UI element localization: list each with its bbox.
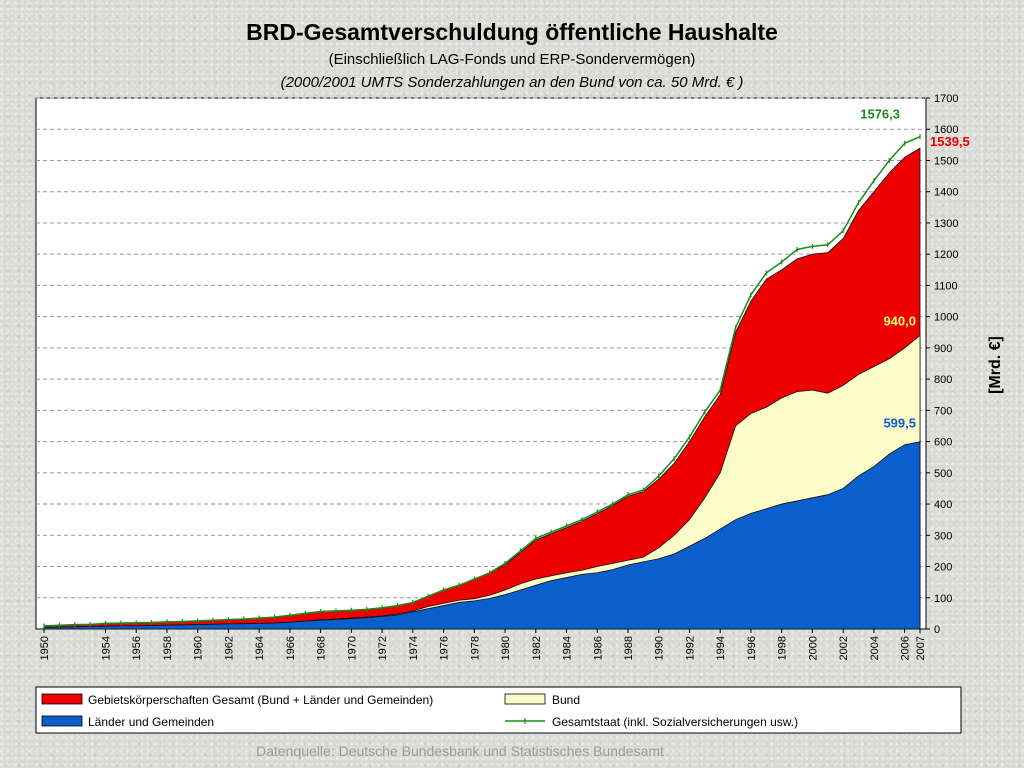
y-tick-label: 1400 [934, 187, 958, 199]
legend: Gebietskörperschaften Gesamt (Bund + Län… [35, 686, 962, 734]
y-tick-label: 900 [934, 343, 952, 355]
chart-line [43, 134, 921, 629]
y-tick-label: 100 [934, 593, 952, 605]
chart-subtitle: (Einschließlich LAG-Fonds und ERP-Sonder… [329, 51, 696, 68]
y-tick-label: 200 [934, 562, 952, 574]
x-tick-label: 2000 [807, 636, 819, 660]
x-tick-label: 1964 [254, 636, 266, 660]
y-tick-label: 500 [934, 468, 952, 480]
x-tick-label: 1986 [592, 636, 604, 660]
legend-swatch-bund [504, 693, 546, 705]
data-label: 940,0 [883, 313, 916, 328]
legend-label: Gesamtstaat (inkl. Sozialversicherungen … [552, 715, 798, 729]
x-tick-label: 1988 [623, 636, 635, 660]
x-tick-label: 1950 [39, 636, 51, 660]
x-tick-label: 1992 [684, 636, 696, 660]
y-axis-ticks: 0 100 200 300 400 500 600 700 800 900 1000 1100 1200… [926, 93, 958, 636]
y-tick-label: 300 [934, 530, 952, 542]
x-tick-label: 1978 [469, 636, 481, 660]
x-tick-label: 1966 [285, 636, 297, 660]
chart-subtitle-2: (2000/2001 UMTS Sonderzahlungen an den B… [281, 74, 744, 91]
y-axis-label: [Mrd. €] [987, 336, 1004, 394]
x-tick-label: 1984 [562, 636, 574, 660]
x-tick-label: 1954 [100, 636, 112, 660]
y-tick-label: 800 [934, 374, 952, 386]
x-tick-label: 1974 [408, 636, 420, 660]
data-labels: 1576,3 1539,5 940,0 599,5 [860, 107, 970, 431]
y-tick-label: 1600 [934, 124, 958, 136]
x-tick-label: 1958 [162, 636, 174, 660]
x-tick-label: 1996 [746, 636, 758, 660]
area-laender-gemeinden [43, 441, 921, 630]
x-tick-label: 1972 [377, 636, 389, 660]
x-tick-label: 2006 [900, 636, 912, 660]
source-note: Datenquelle: Deutsche Bundesbank und Sta… [256, 743, 664, 759]
x-tick-label: 2007 [915, 636, 927, 660]
x-tick-label: 1982 [531, 636, 543, 660]
y-tick-label: 1000 [934, 312, 958, 324]
y-tick-label: 1500 [934, 155, 958, 167]
y-tick-label: 700 [934, 405, 952, 417]
y-tick-label: 1300 [934, 218, 958, 230]
chart-title: BRD-Gesamtverschuldung öffentliche Haush… [246, 19, 778, 45]
legend-label: Bund [552, 693, 580, 707]
x-tick-label: 2004 [869, 636, 881, 660]
y-tick-label: 1100 [934, 280, 958, 292]
x-tick-label: 1968 [316, 636, 328, 660]
x-tick-label: 1962 [223, 636, 235, 660]
y-tick-label: 1700 [934, 93, 958, 105]
x-tick-label: 1990 [654, 636, 666, 660]
y-tick-label: 400 [934, 499, 952, 511]
x-tick-label: 1960 [193, 636, 205, 660]
x-tick-label: 1976 [439, 636, 451, 660]
data-label: 1539,5 [930, 134, 970, 149]
x-tick-label: 1980 [500, 636, 512, 660]
x-tick-label: 2002 [838, 636, 850, 660]
data-label: 599,5 [883, 416, 916, 431]
x-tick-label: 1956 [131, 636, 143, 660]
y-tick-label: 0 [934, 624, 940, 636]
x-axis-ticks: 1950 1954 1956 1958 1960 1962 1964 1966 1968 1970… [39, 629, 927, 660]
data-label: 1576,3 [860, 107, 900, 122]
y-tick-label: 600 [934, 437, 952, 449]
x-tick-label: 1994 [715, 636, 727, 660]
gridlines [36, 97, 926, 599]
legend-swatch-laender [41, 715, 83, 727]
legend-label: Länder und Gemeinden [88, 715, 214, 729]
x-tick-label: 1998 [777, 636, 789, 660]
y-tick-label: 1200 [934, 249, 958, 261]
legend-label: Gebietskörperschaften Gesamt (Bund + Län… [88, 693, 433, 707]
legend-swatch-total [41, 693, 83, 705]
line-gesamtstaat [43, 135, 921, 627]
x-tick-label: 1970 [346, 636, 358, 660]
